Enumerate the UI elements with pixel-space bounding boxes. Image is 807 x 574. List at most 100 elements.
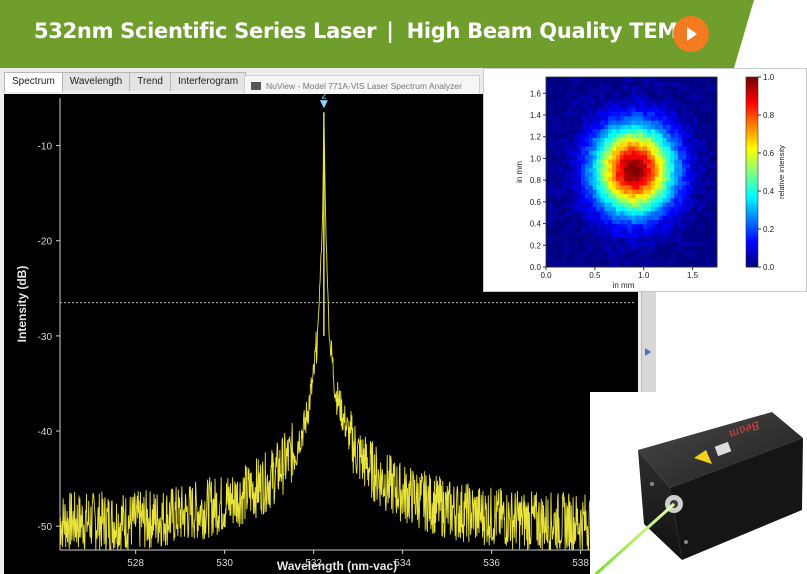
heatmap-cell xyxy=(546,77,551,82)
heatmap-cell xyxy=(623,159,629,164)
heatmap-cell xyxy=(705,89,710,95)
heatmap-cell xyxy=(623,206,629,212)
heatmap-cell xyxy=(600,180,605,186)
heatmap-cell xyxy=(608,167,613,173)
heatmap-cell xyxy=(627,120,632,125)
heatmap-cell xyxy=(573,210,578,216)
heatmap-cell xyxy=(615,154,621,160)
heatmap-cell xyxy=(643,154,648,160)
heatmap-cell xyxy=(647,249,652,255)
heatmap-cell xyxy=(608,210,613,216)
heatmap-cell xyxy=(689,89,695,95)
heatmap-cell xyxy=(580,124,586,130)
heatmap-cell xyxy=(631,81,636,87)
heatmap-cell xyxy=(631,85,636,91)
heatmap-cell xyxy=(647,124,652,130)
tab-spectrum[interactable]: Spectrum xyxy=(4,72,63,92)
heatmap-cell xyxy=(685,206,691,212)
heatmap-cell xyxy=(577,223,582,229)
heatmap-cell xyxy=(573,94,578,99)
heatmap-cell xyxy=(549,219,555,225)
heatmap-cell xyxy=(553,176,559,182)
heatmap-cell xyxy=(592,133,597,138)
heatmap-cell xyxy=(580,258,586,264)
heatmap-cell xyxy=(573,249,578,255)
heatmap-cell xyxy=(678,154,683,160)
heatmap-cell xyxy=(596,163,601,169)
heatmap-cell xyxy=(685,150,691,156)
heatmap-cell xyxy=(565,159,570,164)
heatmap-cell xyxy=(650,197,656,203)
heatmap-cell xyxy=(549,124,555,130)
heatmap-cell xyxy=(705,223,710,229)
heatmap-cell xyxy=(584,219,590,225)
heatmap-cell xyxy=(666,202,671,207)
heatmap-cell xyxy=(685,163,691,169)
heatmap-cell xyxy=(577,89,582,95)
heatmap-cell xyxy=(557,232,562,238)
heatmap-cell xyxy=(557,202,562,207)
heatmap-cell xyxy=(596,249,601,255)
heatmap-cell xyxy=(666,228,671,233)
heatmap-cell xyxy=(608,189,613,194)
heatmap-cell xyxy=(666,133,671,138)
heatmap-cell xyxy=(561,176,566,182)
heatmap-cell xyxy=(650,245,656,251)
heatmap-cell xyxy=(713,141,718,147)
heatmap-cell xyxy=(647,241,652,246)
heatmap-cell xyxy=(577,197,582,203)
heatmap-cell xyxy=(643,210,648,216)
heatmap-cell xyxy=(584,236,590,242)
heatmap-cell xyxy=(713,176,718,182)
heatmap-cell xyxy=(584,184,590,190)
heatmap-cell xyxy=(654,77,660,82)
heatmap-cell xyxy=(612,150,617,156)
heatmap-cell xyxy=(701,172,706,177)
heatmap-cell xyxy=(631,150,636,156)
heatmap-cell xyxy=(682,172,687,177)
heatmap-cell xyxy=(693,232,698,238)
heatmap-cell xyxy=(674,94,679,99)
heatmap-cell xyxy=(573,236,578,242)
heatmap-cell xyxy=(666,241,671,246)
heatmap-cell xyxy=(619,236,625,242)
heatmap-cell xyxy=(600,85,605,91)
heatmap-cell xyxy=(650,258,656,264)
heatmap-cell xyxy=(573,254,578,259)
heatmap-cell xyxy=(580,85,586,91)
heatmap-cell xyxy=(608,228,613,233)
heatmap-cell xyxy=(647,81,652,87)
heatmap-cell xyxy=(654,202,660,207)
heatmap-cell xyxy=(701,223,706,229)
heatmap-cell xyxy=(705,176,710,182)
heatmap-cell xyxy=(662,219,667,225)
heatmap-cell xyxy=(549,85,555,91)
heatmap-cell xyxy=(565,245,570,251)
tab-wavelength[interactable]: Wavelength xyxy=(61,72,131,91)
heatmap-cell xyxy=(658,193,663,199)
heatmap-cell xyxy=(612,176,617,182)
heatmap-cell xyxy=(612,184,617,190)
heatmap-cell xyxy=(705,254,710,259)
heatmap-cell xyxy=(666,172,671,177)
heatmap-cell xyxy=(670,141,675,147)
expand-arrow-icon[interactable] xyxy=(645,348,651,356)
heatmap-cell xyxy=(619,249,625,255)
tab-trend[interactable]: Trend xyxy=(129,72,171,91)
heatmap-cell xyxy=(678,180,683,186)
heatmap-cell xyxy=(689,111,695,117)
heatmap-cell xyxy=(639,146,644,151)
heatmap-cell xyxy=(549,197,555,203)
heatmap-cell xyxy=(580,197,586,203)
heatmap-cell xyxy=(697,197,702,203)
tab-interferogram[interactable]: Interferogram xyxy=(170,72,247,91)
heatmap-cell xyxy=(678,85,683,91)
heatmap-cell xyxy=(685,193,691,199)
heatmap-cell xyxy=(658,262,663,268)
play-icon[interactable] xyxy=(673,16,709,52)
heatmap-cell xyxy=(682,146,687,151)
heatmap-cell xyxy=(674,262,679,268)
heatmap-cell xyxy=(705,206,710,212)
heatmap-cell xyxy=(674,180,679,186)
heatmap-cell xyxy=(709,137,714,143)
